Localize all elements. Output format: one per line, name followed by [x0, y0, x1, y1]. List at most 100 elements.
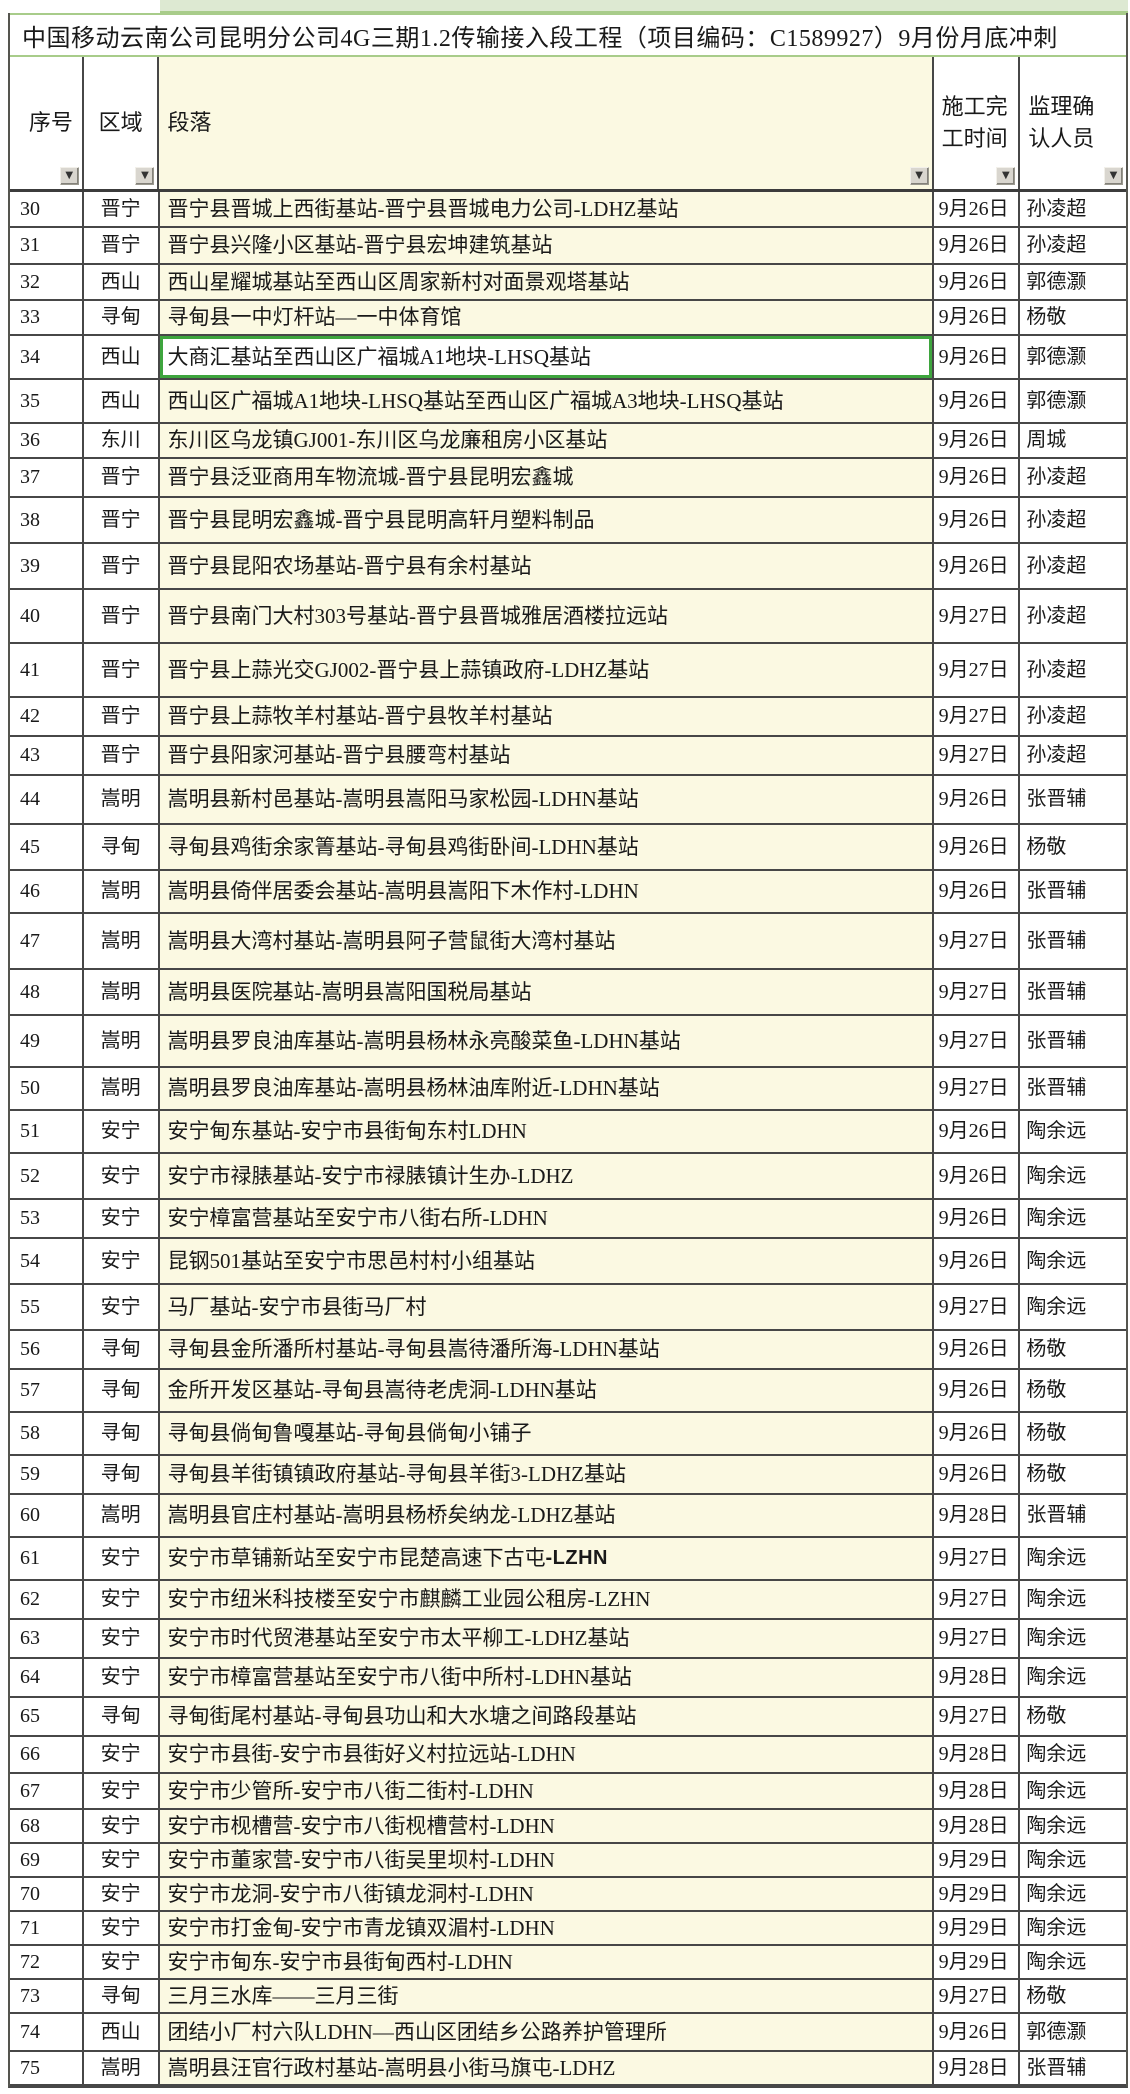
cell-finish-date[interactable]: 9月27日 — [934, 1620, 1021, 1657]
cell-supervisor[interactable]: 陶余远 — [1026, 1779, 1087, 1802]
cell-segment[interactable]: 晋宁县上蒜牧羊村基站-晋宁县牧羊村基站 — [159, 698, 934, 735]
cell-region[interactable]: 嵩明 — [84, 1495, 160, 1536]
cell-region[interactable]: 嵩明 — [84, 914, 160, 968]
cell-finish-date[interactable]: 9月26日 — [934, 301, 1021, 334]
cell-supervisor[interactable]: 陶余远 — [1026, 1120, 1087, 1142]
cell-segment[interactable]: 晋宁县上蒜光交GJ002-晋宁县上蒜镇政府-LDHZ基站 — [159, 644, 934, 696]
cell-index[interactable]: 66 — [10, 1737, 84, 1772]
cell-index[interactable]: 41 — [10, 644, 84, 696]
cell-index[interactable]: 72 — [10, 1946, 84, 1978]
cell-index[interactable]: 33 — [10, 301, 84, 334]
cell-region[interactable]: 寻甸 — [84, 1413, 160, 1454]
cell-region[interactable]: 晋宁 — [84, 192, 160, 226]
cell-supervisor[interactable]: 陶余远 — [1026, 1164, 1087, 1187]
column-header-region[interactable]: 区域 ▼ — [84, 57, 160, 189]
cell-supervisor[interactable]: 陶余远 — [1026, 1882, 1087, 1905]
cell-segment[interactable]: 晋宁县泛亚商用车物流城-晋宁县昆明宏鑫城 — [159, 459, 934, 496]
cell-region[interactable]: 寻甸 — [84, 1331, 160, 1368]
cell-segment[interactable]: 寻甸县金所潘所村基站-寻甸县嵩待潘所海-LDHN基站 — [159, 1331, 934, 1368]
cell-finish-date[interactable]: 9月26日 — [934, 498, 1021, 542]
cell-region[interactable]: 晋宁 — [84, 590, 160, 642]
cell-finish-date[interactable]: 9月26日 — [934, 776, 1021, 823]
cell-finish-date[interactable]: 9月26日 — [934, 1154, 1021, 1198]
cell-finish-date[interactable]: 9月29日 — [934, 1878, 1021, 1910]
cell-index[interactable]: 45 — [10, 825, 84, 869]
cell-finish-date[interactable]: 9月26日 — [934, 1456, 1021, 1493]
title-cell[interactable]: 中国移动云南公司昆明分公司4G三期1.2传输接入段工程（项目编码：C158992… — [10, 13, 1126, 57]
cell-index[interactable]: 73 — [10, 1980, 84, 2012]
cell-segment[interactable]: 安宁市时代贸港基站至安宁市太平柳工-LDHZ基站 — [159, 1620, 934, 1657]
cell-index[interactable]: 42 — [10, 698, 84, 735]
cell-region[interactable]: 安宁 — [84, 1538, 160, 1579]
cell-index[interactable]: 35 — [10, 380, 84, 422]
cell-segment[interactable]: 安宁樟富营基站至安宁市八街右所-LDHN — [159, 1200, 934, 1237]
cell-segment[interactable]: 安宁市少管所-安宁市八街二街村-LDHN — [159, 1774, 934, 1808]
cell-finish-date[interactable]: 9月28日 — [934, 1737, 1021, 1772]
cell-region[interactable]: 寻甸 — [84, 1456, 160, 1493]
cell-finish-date[interactable]: 9月26日 — [934, 1413, 1021, 1454]
cell-region[interactable]: 寻甸 — [84, 1980, 160, 2012]
cell-index[interactable]: 32 — [10, 265, 84, 299]
cell-supervisor[interactable]: 杨敬 — [1026, 1984, 1067, 2007]
cell-index[interactable]: 37 — [10, 459, 84, 496]
cell-supervisor[interactable]: 张晋辅 — [1026, 929, 1087, 952]
cell-index[interactable]: 71 — [10, 1912, 84, 1944]
cell-region[interactable]: 晋宁 — [84, 228, 160, 263]
cell-region[interactable]: 嵩明 — [84, 871, 160, 912]
cell-finish-date[interactable]: 9月26日 — [934, 871, 1021, 912]
cell-index[interactable]: 44 — [10, 776, 84, 823]
cell-index[interactable]: 31 — [10, 228, 84, 263]
cell-finish-date[interactable]: 9月26日 — [934, 825, 1021, 869]
cell-segment[interactable]: 安宁市草铺新站至安宁市昆楚高速下古屯 -LZHN — [159, 1538, 934, 1579]
cell-supervisor[interactable]: 孙凌超 — [1026, 705, 1087, 727]
cell-finish-date[interactable]: 9月26日 — [934, 459, 1021, 496]
cell-finish-date[interactable]: 9月27日 — [934, 1581, 1021, 1618]
cell-segment[interactable]: 嵩明县大湾村基站-嵩明县阿子营鼠街大湾村基站 — [159, 914, 934, 968]
cell-finish-date[interactable]: 9月28日 — [934, 1774, 1021, 1808]
cell-finish-date[interactable]: 9月27日 — [934, 1285, 1021, 1329]
cell-segment[interactable]: 晋宁县兴隆小区基站-晋宁县宏坤建筑基站 — [159, 228, 934, 263]
cell-segment[interactable]: 安宁市打金甸-安宁市青龙镇双湄村-LDHN — [159, 1912, 934, 1944]
cell-region[interactable]: 安宁 — [84, 1111, 160, 1152]
column-header-index[interactable]: 序号 ▼ — [10, 57, 84, 189]
cell-segment[interactable]: 晋宁县南门大村303号基站-晋宁县晋城雅居酒楼拉远站 — [159, 590, 934, 642]
cell-finish-date[interactable]: 9月27日 — [934, 1980, 1021, 2012]
cell-region[interactable]: 西山 — [84, 2014, 160, 2050]
cell-region[interactable]: 嵩明 — [84, 970, 160, 1014]
cell-finish-date[interactable]: 9月26日 — [934, 228, 1021, 263]
cell-index[interactable]: 52 — [10, 1154, 84, 1198]
cell-finish-date[interactable]: 9月27日 — [934, 970, 1021, 1014]
cell-index[interactable]: 69 — [10, 1844, 84, 1876]
cell-region[interactable]: 安宁 — [84, 1581, 160, 1618]
cell-segment[interactable]: 三月三水库——三月三街 — [159, 1980, 934, 2012]
cell-finish-date[interactable]: 9月27日 — [934, 1698, 1021, 1735]
cell-supervisor[interactable]: 孙凌超 — [1026, 197, 1087, 220]
cell-segment[interactable]: 寻甸县一中灯杆站—一中体育馆 — [159, 301, 934, 334]
cell-region[interactable]: 晋宁 — [84, 698, 160, 735]
column-header-supervisor[interactable]: 监理确认人员 ▼ — [1020, 57, 1126, 189]
cell-index[interactable]: 54 — [10, 1239, 84, 1283]
cell-segment[interactable]: 晋宁县昆明宏鑫城-晋宁县昆明高轩月塑料制品 — [159, 498, 934, 542]
cell-supervisor[interactable]: 张晋辅 — [1026, 1504, 1087, 1526]
cell-region[interactable]: 嵩明 — [84, 1068, 160, 1109]
cell-segment[interactable]: 大商汇基站至西山区广福城A1地块-LHSQ基站 — [159, 336, 934, 378]
cell-region[interactable]: 安宁 — [84, 1946, 160, 1978]
cell-supervisor[interactable]: 张晋辅 — [1026, 2056, 1087, 2079]
cell-segment[interactable]: 安宁甸东基站-安宁市县街甸东村LDHN — [159, 1111, 934, 1152]
cell-finish-date[interactable]: 9月26日 — [934, 544, 1021, 588]
cell-segment[interactable]: 嵩明县新村邑基站-嵩明县嵩阳马家松园-LDHN基站 — [159, 776, 934, 823]
cell-finish-date[interactable]: 9月29日 — [934, 1946, 1021, 1978]
cell-supervisor[interactable]: 孙凌超 — [1026, 744, 1087, 766]
cell-region[interactable]: 东川 — [84, 424, 160, 457]
cell-supervisor[interactable]: 陶余远 — [1026, 1814, 1087, 1837]
cell-region[interactable]: 安宁 — [84, 1774, 160, 1808]
cell-region[interactable]: 安宁 — [84, 1200, 160, 1237]
cell-finish-date[interactable]: 9月26日 — [934, 336, 1021, 378]
cell-region[interactable]: 安宁 — [84, 1620, 160, 1657]
cell-index[interactable]: 39 — [10, 544, 84, 588]
cell-supervisor[interactable]: 张晋辅 — [1026, 1029, 1087, 1052]
cell-region[interactable]: 晋宁 — [84, 644, 160, 696]
cell-finish-date[interactable]: 9月29日 — [934, 1844, 1021, 1876]
cell-index[interactable]: 61 — [10, 1538, 84, 1579]
cell-finish-date[interactable]: 9月27日 — [934, 1538, 1021, 1579]
